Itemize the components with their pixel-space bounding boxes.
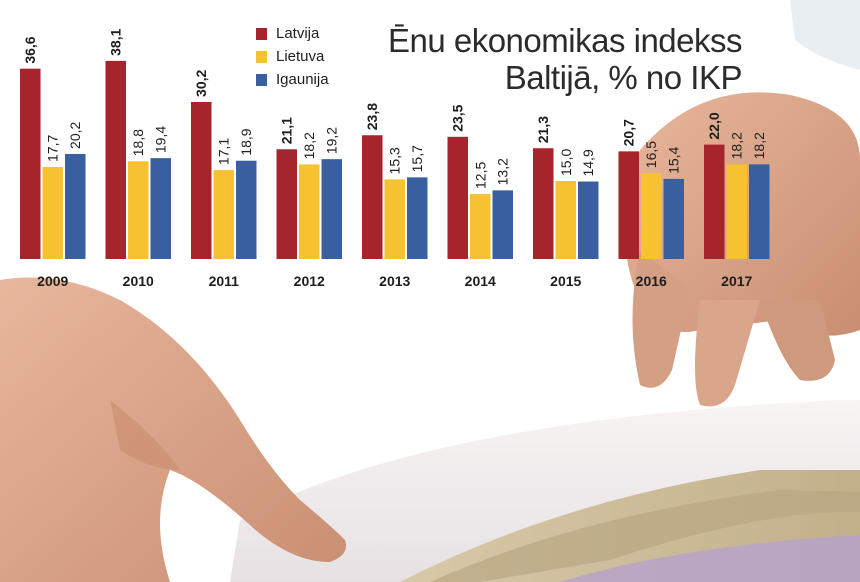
data-label-lietuva-2009: 17,7 — [45, 134, 61, 161]
chart-title-line-1: Ēnu ekonomikas indekss — [387, 22, 743, 59]
bar-lietuva-2012 — [299, 164, 320, 259]
bar-lietuva-2010 — [128, 161, 149, 259]
x-tick-label-2013: 2013 — [379, 273, 410, 289]
data-label-lietuva-2015: 15,0 — [558, 149, 574, 176]
data-label-latvija-2010: 38,1 — [108, 28, 124, 55]
bar-igaunija-2016 — [663, 178, 684, 259]
bar-igaunija-2009 — [65, 153, 86, 259]
data-label-latvija-2014: 23,5 — [450, 104, 466, 131]
bar-igaunija-2013 — [407, 177, 428, 259]
chart-title-line-2: Baltijā, % no IKP — [504, 59, 743, 96]
data-label-latvija-2011: 30,2 — [193, 69, 209, 96]
legend-swatch-latvija — [256, 27, 267, 40]
bar-latvija-2015 — [533, 148, 554, 259]
bar-igaunija-2015 — [578, 181, 599, 259]
data-label-lietuva-2013: 15,3 — [387, 147, 403, 174]
bar-lietuva-2016 — [641, 173, 662, 259]
data-label-igaunija-2015: 14,9 — [580, 149, 596, 176]
x-tick-label-2010: 2010 — [123, 273, 154, 289]
bar-lietuva-2015 — [555, 181, 576, 259]
x-tick-label-2015: 2015 — [550, 273, 581, 289]
data-label-igaunija-2013: 15,7 — [409, 145, 425, 172]
legend-swatch-lietuva — [256, 50, 267, 63]
x-tick-label-2016: 2016 — [636, 273, 667, 289]
data-label-lietuva-2011: 17,1 — [216, 138, 232, 165]
x-tick-label-2017: 2017 — [721, 273, 752, 289]
data-label-igaunija-2009: 20,2 — [67, 121, 83, 148]
bar-latvija-2011 — [191, 101, 212, 260]
bar-igaunija-2014 — [492, 190, 513, 259]
data-label-lietuva-2017: 18,2 — [729, 132, 745, 159]
bar-igaunija-2017 — [749, 164, 770, 259]
bar-igaunija-2012 — [321, 159, 342, 259]
x-tick-label-2009: 2009 — [37, 273, 68, 289]
chart-title: Ēnu ekonomikas indekss Baltijā, % no IKP — [387, 22, 743, 96]
legend-label-lietuva: Lietuva — [276, 48, 325, 65]
legend-swatch-igaunija — [256, 73, 267, 86]
data-label-igaunija-2016: 15,4 — [666, 146, 682, 173]
data-label-latvija-2016: 20,7 — [621, 119, 637, 146]
legend-item-igaunija: Igaunija — [256, 68, 329, 91]
bar-igaunija-2011 — [236, 160, 257, 259]
legend-label-latvija: Latvija — [276, 25, 320, 42]
bar-latvija-2010 — [105, 60, 126, 259]
bar-latvija-2017 — [704, 144, 725, 259]
chart-legend: Latvija Lietuva Igaunija — [256, 22, 329, 91]
bar-lietuva-2011 — [213, 170, 234, 259]
bar-lietuva-2009 — [42, 166, 63, 259]
data-label-lietuva-2016: 16,5 — [643, 141, 659, 168]
x-tick-label-2011: 2011 — [209, 273, 240, 289]
data-label-igaunija-2017: 18,2 — [751, 132, 767, 159]
bar-latvija-2016 — [618, 151, 639, 259]
bar-latvija-2009 — [20, 68, 41, 260]
x-tick-label-2014: 2014 — [465, 273, 496, 289]
data-label-igaunija-2010: 19,4 — [153, 126, 169, 153]
x-tick-label-2012: 2012 — [294, 273, 325, 289]
bar-lietuva-2017 — [726, 164, 747, 259]
data-label-lietuva-2014: 12,5 — [472, 162, 488, 189]
data-label-lietuva-2012: 18,2 — [301, 132, 317, 159]
legend-label-igaunija: Igaunija — [276, 71, 329, 88]
data-label-igaunija-2014: 13,2 — [495, 158, 511, 185]
bar-lietuva-2014 — [470, 194, 491, 259]
bar-igaunija-2010 — [150, 158, 171, 259]
data-label-igaunija-2012: 19,2 — [324, 127, 340, 154]
legend-item-lietuva: Lietuva — [256, 45, 329, 68]
bar-latvija-2012 — [276, 149, 297, 259]
legend-item-latvija: Latvija — [256, 22, 329, 45]
bar-latvija-2013 — [362, 135, 383, 259]
data-label-latvija-2012: 21,1 — [279, 117, 295, 144]
bar-latvija-2014 — [447, 136, 468, 259]
data-label-latvija-2013: 23,8 — [364, 103, 380, 130]
data-label-latvija-2009: 36,6 — [22, 36, 38, 63]
bar-lietuva-2013 — [384, 179, 405, 259]
data-label-igaunija-2011: 18,9 — [238, 128, 254, 155]
data-label-lietuva-2010: 18,8 — [130, 129, 146, 156]
data-label-latvija-2017: 22,0 — [706, 112, 722, 139]
data-label-latvija-2015: 21,3 — [535, 116, 551, 143]
